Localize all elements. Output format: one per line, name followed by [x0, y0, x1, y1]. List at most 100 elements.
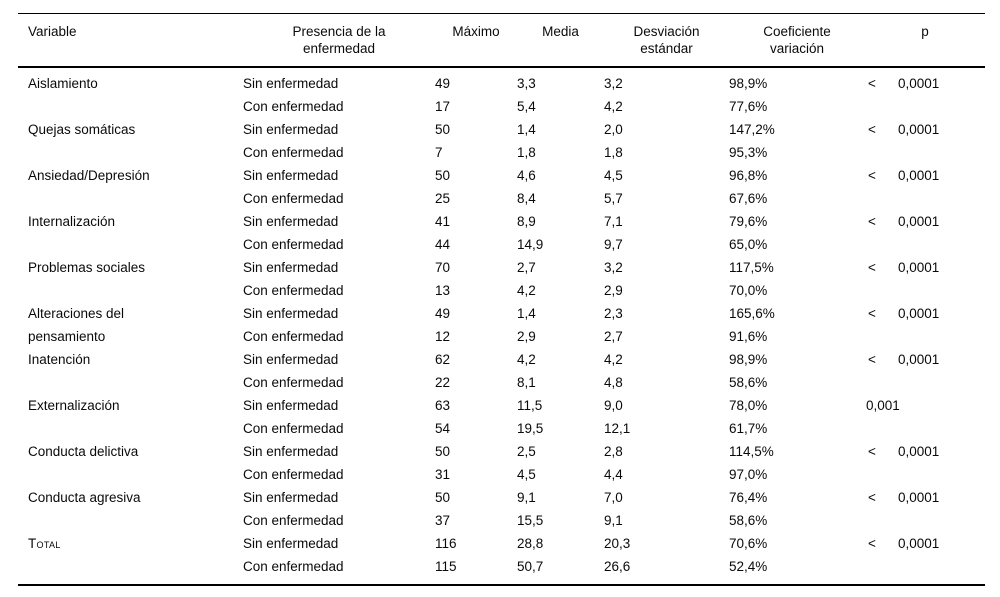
column-header-p: p — [865, 14, 985, 68]
coeficiente-cell: 98,9% — [729, 76, 768, 91]
p-cell: <0,0001 — [865, 67, 985, 95]
coeficiente-cell: 70,6% — [729, 536, 768, 551]
media-cell: 5,4 — [517, 99, 536, 114]
variable-cell: Conducta delictiva — [28, 444, 139, 459]
presencia-cell: Con enfermedad — [243, 237, 344, 252]
media-cell: 1,4 — [517, 306, 536, 321]
coeficiente-cell: 91,6% — [729, 329, 768, 344]
less-than-sign: < — [868, 306, 876, 321]
p-cell — [865, 187, 985, 210]
maximo-cell: 7 — [435, 145, 443, 160]
statistics-table-container: Variable Presencia de la enfermedad Máximo… — [18, 13, 985, 586]
p-value: 0,0001 — [898, 214, 940, 229]
table-row: Con enfermedad 17 5,4 4,2 77,6% — [18, 95, 985, 118]
desviacion-cell: 4,5 — [604, 168, 623, 183]
less-than-sign: < — [868, 76, 876, 91]
p-value: 0,0001 — [898, 352, 940, 367]
desviacion-cell: 4,8 — [604, 375, 623, 390]
p-cell — [865, 141, 985, 164]
coeficiente-cell: 76,4% — [729, 490, 768, 505]
desviacion-cell: 7,1 — [604, 214, 623, 229]
less-than-sign: < — [868, 168, 876, 183]
maximo-cell: 115 — [435, 559, 457, 574]
less-than-sign: < — [868, 352, 876, 367]
media-cell: 11,5 — [517, 398, 543, 413]
coeficiente-cell: 95,3% — [729, 145, 768, 160]
coeficiente-cell: 97,0% — [729, 467, 768, 482]
presencia-cell: Con enfermedad — [243, 467, 344, 482]
coeficiente-cell: 52,4% — [729, 559, 768, 574]
table-row: Alteraciones del pensamiento Sin enfermed… — [18, 302, 985, 344]
p-value: 0,001 — [866, 398, 900, 413]
p-value: 0,0001 — [898, 122, 940, 137]
presencia-cell: Sin enfermedad — [243, 214, 339, 229]
desviacion-cell: 5,7 — [604, 191, 623, 206]
presencia-cell: Sin enfermedad — [243, 168, 339, 183]
desviacion-cell: 2,9 — [604, 283, 623, 298]
maximo-cell: 50 — [435, 168, 451, 183]
table-row: Con enfermedad 12 2,9 2,7 91,6% — [18, 325, 985, 348]
maximo-cell: 50 — [435, 444, 451, 459]
variable-cell: Ansiedad/Depresión — [28, 168, 150, 183]
p-value: 0,0001 — [898, 490, 940, 505]
p-cell — [865, 325, 985, 348]
desviacion-cell: 3,2 — [604, 76, 623, 91]
variable-cell: Alteraciones del pensamiento — [28, 306, 125, 344]
media-cell: 1,8 — [517, 145, 536, 160]
table-row: Con enfermedad 44 14,9 9,7 65,0% — [18, 233, 985, 256]
media-cell: 4,2 — [517, 352, 536, 367]
desviacion-cell: 2,3 — [604, 306, 623, 321]
table-row: Total Sin enfermedad 116 28,8 20,3 70,6% <0,00… — [18, 532, 985, 555]
media-cell: 8,9 — [517, 214, 536, 229]
maximo-cell: 49 — [435, 306, 451, 321]
media-cell: 15,5 — [517, 513, 544, 528]
variable-cell: Externalización — [28, 398, 120, 413]
p-cell — [865, 233, 985, 256]
table-row: Con enfermedad 7 1,8 1,8 95,3% — [18, 141, 985, 164]
presencia-cell: Sin enfermedad — [243, 260, 339, 275]
p-value: 0,0001 — [898, 76, 940, 91]
media-cell: 4,2 — [517, 283, 536, 298]
maximo-cell: 49 — [435, 76, 451, 91]
coeficiente-cell: 78,0% — [729, 398, 768, 413]
presencia-cell: Con enfermedad — [243, 375, 344, 390]
coeficiente-cell: 117,5% — [729, 260, 774, 275]
maximo-cell: 50 — [435, 490, 451, 505]
presencia-cell: Con enfermedad — [243, 513, 344, 528]
presencia-cell: Con enfermedad — [243, 191, 344, 206]
desviacion-cell: 9,7 — [604, 237, 623, 252]
column-header-variable: Variable — [18, 14, 243, 68]
coeficiente-cell: 65,0% — [729, 237, 768, 252]
media-cell: 8,1 — [517, 375, 536, 390]
maximo-cell: 44 — [435, 237, 451, 252]
less-than-sign: < — [868, 536, 876, 551]
table-row: Externalización Sin enfermedad 63 11,5 9,0 78… — [18, 394, 985, 417]
presencia-cell: Sin enfermedad — [243, 536, 339, 551]
media-cell: 19,5 — [517, 421, 544, 436]
maximo-cell: 22 — [435, 375, 451, 390]
media-cell: 1,4 — [517, 122, 536, 137]
desviacion-cell: 3,2 — [604, 260, 623, 275]
p-value: 0,0001 — [898, 260, 940, 275]
maximo-cell: 25 — [435, 191, 451, 206]
coeficiente-cell: 98,9% — [729, 352, 768, 367]
presencia-cell: Sin enfermedad — [243, 122, 339, 137]
table-row: Con enfermedad 13 4,2 2,9 70,0% — [18, 279, 985, 302]
table-header: Variable Presencia de la enfermedad Máximo… — [18, 14, 985, 68]
desviacion-cell: 9,1 — [604, 513, 623, 528]
p-cell: <0,0001 — [865, 302, 985, 325]
presencia-cell: Con enfermedad — [243, 99, 344, 114]
column-header-desviacion: Desviación estándar — [604, 14, 729, 68]
coeficiente-cell: 165,6% — [729, 306, 775, 321]
variable-cell: Total — [28, 536, 61, 551]
table-row: Quejas somáticas Sin enfermedad 50 1,4 2,0 14… — [18, 118, 985, 141]
maximo-cell: 31 — [435, 467, 451, 482]
table-body: Aislamiento Sin enfermedad 49 3,3 3,2 98,9% <0… — [18, 67, 985, 578]
p-cell — [865, 417, 985, 440]
desviacion-cell: 12,1 — [604, 421, 631, 436]
media-cell: 8,4 — [517, 191, 536, 206]
coeficiente-cell: 61,7% — [729, 421, 768, 436]
desviacion-cell: 26,6 — [604, 559, 631, 574]
column-header-media: Media — [517, 14, 604, 68]
header-row: Variable Presencia de la enfermedad Máximo… — [18, 14, 985, 68]
